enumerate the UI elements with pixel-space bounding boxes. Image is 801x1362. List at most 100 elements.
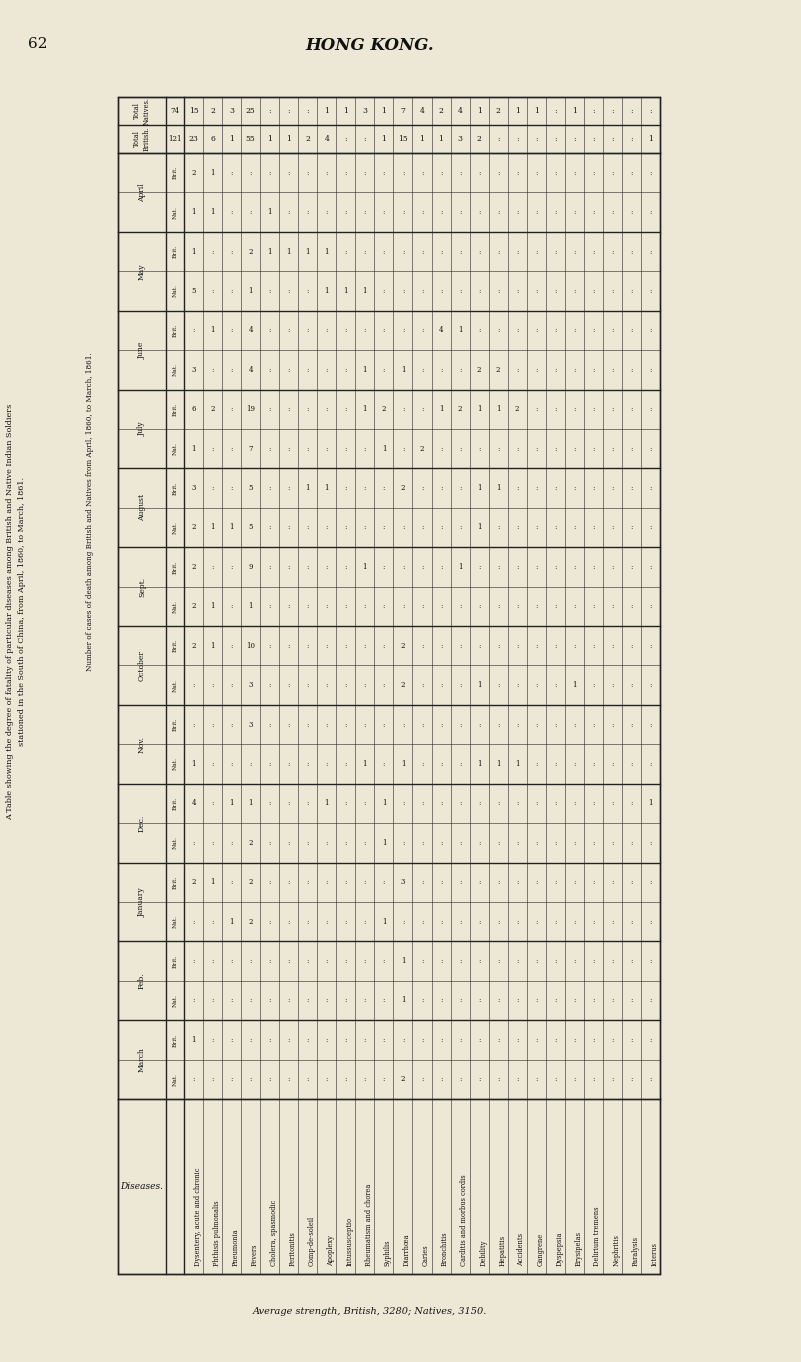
Text: :: : — [268, 720, 271, 729]
Text: :: : — [554, 997, 557, 1004]
Text: :: : — [268, 287, 271, 296]
Text: :: : — [307, 1036, 309, 1043]
Text: 62: 62 — [28, 37, 47, 50]
Text: 1: 1 — [458, 327, 462, 335]
Text: :: : — [650, 563, 652, 571]
Text: :: : — [288, 444, 290, 452]
Text: :: : — [574, 918, 575, 926]
Text: :: : — [288, 406, 290, 413]
Text: Debility: Debility — [479, 1239, 487, 1267]
Text: :: : — [650, 523, 652, 531]
Text: :: : — [211, 957, 214, 966]
Text: :: : — [554, 720, 557, 729]
Text: 1: 1 — [305, 248, 310, 256]
Text: :: : — [344, 839, 347, 847]
Text: :: : — [288, 720, 290, 729]
Text: :: : — [383, 1075, 385, 1083]
Text: :: : — [344, 681, 347, 689]
Text: Brit.: Brit. — [172, 955, 178, 968]
Text: :: : — [497, 681, 499, 689]
Text: :: : — [516, 287, 518, 296]
Text: :: : — [383, 602, 385, 610]
Text: :: : — [288, 642, 290, 650]
Text: Nat.: Nat. — [172, 836, 178, 850]
Text: :: : — [402, 602, 405, 610]
Text: :: : — [326, 839, 328, 847]
Text: :: : — [592, 642, 594, 650]
Text: :: : — [268, 602, 271, 610]
Text: :: : — [478, 918, 481, 926]
Text: :: : — [535, 642, 537, 650]
Text: 3: 3 — [191, 484, 195, 492]
Text: 23: 23 — [188, 135, 199, 143]
Text: :: : — [421, 287, 423, 296]
Text: :: : — [554, 406, 557, 413]
Text: :: : — [630, 287, 633, 296]
Text: :: : — [383, 484, 385, 492]
Text: :: : — [421, 642, 423, 650]
Text: :: : — [535, 997, 537, 1004]
Text: :: : — [288, 760, 290, 768]
Text: :: : — [268, 563, 271, 571]
Text: :: : — [249, 169, 252, 177]
Text: :: : — [231, 957, 233, 966]
Text: :: : — [211, 563, 214, 571]
Text: 9: 9 — [248, 563, 253, 571]
Text: Accidents: Accidents — [517, 1233, 525, 1267]
Text: 1: 1 — [191, 760, 195, 768]
Text: :: : — [211, 760, 214, 768]
Text: :: : — [344, 366, 347, 373]
Text: 1: 1 — [400, 997, 405, 1004]
Text: Brit.: Brit. — [172, 560, 178, 573]
Text: 1: 1 — [458, 563, 462, 571]
Text: 1: 1 — [381, 135, 386, 143]
Text: :: : — [326, 720, 328, 729]
Text: 1: 1 — [211, 327, 215, 335]
Text: 5: 5 — [191, 287, 195, 296]
Text: :: : — [497, 523, 499, 531]
Text: :: : — [554, 248, 557, 256]
Text: 4: 4 — [420, 108, 425, 114]
Text: 2: 2 — [400, 681, 405, 689]
Text: 1: 1 — [420, 135, 425, 143]
Text: :: : — [650, 327, 652, 335]
Text: :: : — [383, 563, 385, 571]
Text: :: : — [402, 444, 405, 452]
Text: :: : — [364, 839, 366, 847]
Text: Brit.: Brit. — [172, 245, 178, 259]
Text: Gangrene: Gangrene — [536, 1233, 544, 1267]
Text: :: : — [307, 523, 309, 531]
Text: :: : — [307, 997, 309, 1004]
Text: :: : — [535, 681, 537, 689]
Text: 4: 4 — [457, 108, 462, 114]
Text: :: : — [440, 957, 442, 966]
Text: :: : — [307, 1075, 309, 1083]
Text: :: : — [440, 681, 442, 689]
Text: 15: 15 — [398, 135, 408, 143]
Text: :: : — [554, 484, 557, 492]
Text: :: : — [421, 799, 423, 808]
Text: 1: 1 — [191, 248, 195, 256]
Text: :: : — [535, 839, 537, 847]
Text: :: : — [650, 1036, 652, 1043]
Text: :: : — [268, 444, 271, 452]
Text: :: : — [288, 287, 290, 296]
Text: April: April — [138, 183, 146, 202]
Text: 4: 4 — [191, 799, 195, 808]
Text: :: : — [611, 957, 614, 966]
Text: :: : — [592, 1075, 594, 1083]
Text: :: : — [516, 1075, 518, 1083]
Text: :: : — [249, 1036, 252, 1043]
Text: :: : — [326, 997, 328, 1004]
Text: :: : — [611, 287, 614, 296]
Text: :: : — [630, 563, 633, 571]
Text: 1: 1 — [439, 406, 443, 413]
Text: :: : — [574, 563, 575, 571]
Text: 1: 1 — [381, 918, 386, 926]
Text: :: : — [459, 602, 461, 610]
Text: :: : — [535, 760, 537, 768]
Text: :: : — [344, 997, 347, 1004]
Text: :: : — [326, 957, 328, 966]
Text: :: : — [288, 523, 290, 531]
Text: :: : — [554, 642, 557, 650]
